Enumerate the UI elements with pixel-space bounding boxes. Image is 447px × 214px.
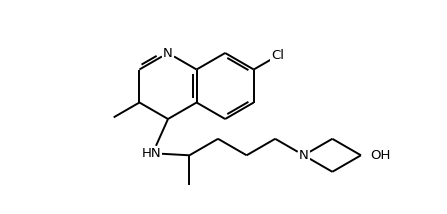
Text: N: N — [163, 46, 173, 59]
Text: OH: OH — [370, 149, 390, 162]
Text: N: N — [299, 149, 308, 162]
Text: Cl: Cl — [271, 49, 285, 62]
Text: OH: OH — [370, 149, 390, 162]
Text: HN: HN — [142, 147, 161, 160]
